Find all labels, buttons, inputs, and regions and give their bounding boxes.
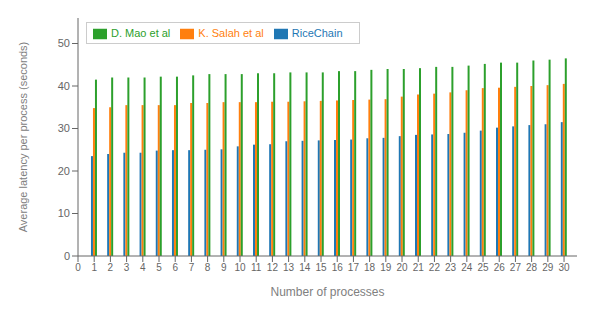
svg-text:16: 16 (332, 262, 344, 273)
svg-text:15: 15 (315, 262, 327, 273)
svg-text:1: 1 (91, 262, 97, 273)
svg-text:30: 30 (558, 262, 570, 273)
html-text:K. Salah et al: K. Salah et al (198, 27, 264, 39)
svg-text:5: 5 (156, 262, 162, 273)
svg-text:20: 20 (396, 262, 408, 273)
svg-text:20: 20 (58, 165, 70, 177)
svg-text:29: 29 (542, 262, 554, 273)
svg-text:40: 40 (58, 80, 70, 92)
svg-text:11: 11 (251, 262, 262, 273)
svg-text:21: 21 (413, 262, 425, 273)
svg-text:7: 7 (189, 262, 195, 273)
svg-text:50: 50 (58, 37, 70, 49)
svg-text:13: 13 (283, 262, 295, 273)
svg-text:0: 0 (64, 250, 70, 262)
svg-text:9: 9 (221, 262, 227, 273)
svg-text:17: 17 (348, 262, 360, 273)
svg-text:28: 28 (526, 262, 538, 273)
svg-text:18: 18 (364, 262, 376, 273)
svg-text:Number of processes: Number of processes (270, 285, 384, 299)
svg-text:8: 8 (205, 262, 211, 273)
svg-text:3: 3 (124, 262, 130, 273)
svg-text:24: 24 (461, 262, 473, 273)
svg-text:0: 0 (75, 262, 81, 273)
svg-text:2: 2 (108, 262, 114, 273)
svg-text:6: 6 (172, 262, 178, 273)
svg-text:10: 10 (234, 262, 246, 273)
svg-text:26: 26 (494, 262, 506, 273)
svg-text:19: 19 (380, 262, 392, 273)
html-text:D. Mao et al: D. Mao et al (111, 27, 171, 39)
svg-text:10: 10 (58, 207, 70, 219)
svg-text:12: 12 (267, 262, 279, 273)
svg-text:30: 30 (58, 122, 70, 134)
svg-text:23: 23 (445, 262, 457, 273)
svg-text:25: 25 (477, 262, 489, 273)
svg-text:27: 27 (510, 262, 522, 273)
svg-text:Average latency per process (s: Average latency per process (seconds) (17, 42, 29, 233)
svg-text:14: 14 (299, 262, 311, 273)
html-text:RiceChain: RiceChain (291, 27, 343, 39)
svg-text:4: 4 (140, 262, 146, 273)
svg-text:22: 22 (429, 262, 441, 273)
